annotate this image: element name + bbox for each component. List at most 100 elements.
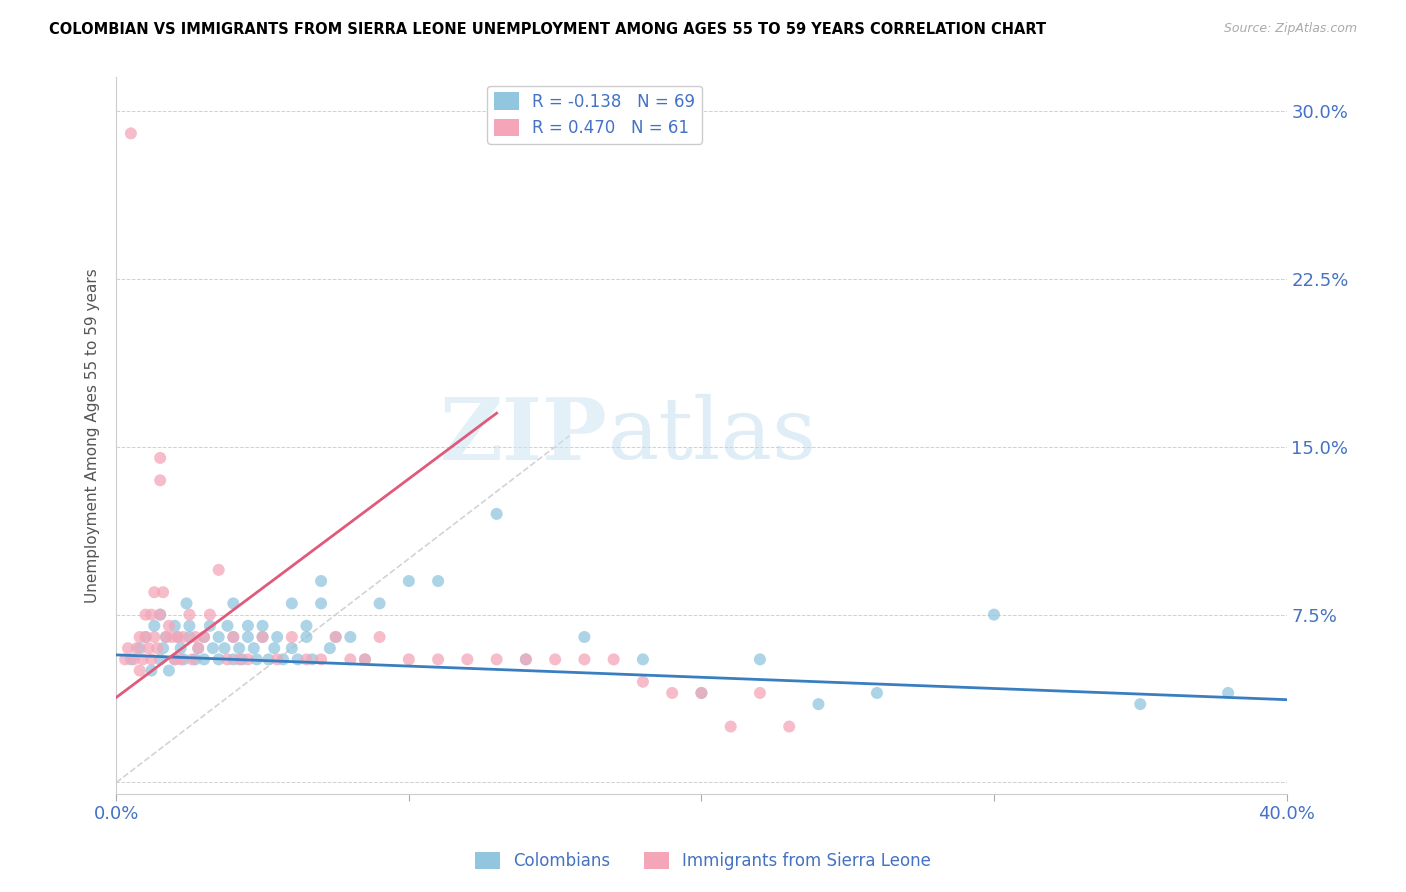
Point bbox=[217, 652, 239, 666]
Point bbox=[117, 641, 139, 656]
Point bbox=[114, 652, 136, 666]
Point bbox=[128, 664, 150, 678]
Point bbox=[152, 585, 174, 599]
Point bbox=[193, 652, 215, 666]
Point bbox=[149, 607, 172, 622]
Point bbox=[198, 619, 221, 633]
Point bbox=[228, 652, 250, 666]
Point bbox=[368, 630, 391, 644]
Point bbox=[166, 630, 188, 644]
Point bbox=[574, 652, 596, 666]
Point bbox=[631, 674, 654, 689]
Point bbox=[120, 652, 142, 666]
Point bbox=[287, 652, 309, 666]
Point bbox=[163, 652, 186, 666]
Point bbox=[201, 641, 224, 656]
Text: ZIP: ZIP bbox=[440, 393, 607, 477]
Point bbox=[354, 652, 377, 666]
Point bbox=[295, 630, 318, 644]
Point bbox=[427, 652, 450, 666]
Point bbox=[263, 641, 285, 656]
Point bbox=[222, 652, 245, 666]
Point bbox=[149, 450, 172, 465]
Point bbox=[131, 652, 153, 666]
Point bbox=[193, 630, 215, 644]
Point bbox=[295, 652, 318, 666]
Point bbox=[574, 630, 596, 644]
Point bbox=[160, 630, 183, 644]
Point bbox=[222, 630, 245, 644]
Point bbox=[208, 563, 231, 577]
Point bbox=[1216, 686, 1239, 700]
Point bbox=[661, 686, 683, 700]
Point bbox=[778, 719, 800, 733]
Point bbox=[138, 641, 160, 656]
Point bbox=[236, 619, 259, 633]
Text: Source: ZipAtlas.com: Source: ZipAtlas.com bbox=[1223, 22, 1357, 36]
Point bbox=[143, 619, 166, 633]
Point bbox=[301, 652, 323, 666]
Point bbox=[485, 507, 508, 521]
Point bbox=[339, 652, 361, 666]
Point bbox=[176, 596, 198, 610]
Point bbox=[125, 641, 148, 656]
Point bbox=[602, 652, 624, 666]
Point bbox=[169, 652, 191, 666]
Point bbox=[309, 596, 332, 610]
Point bbox=[193, 630, 215, 644]
Point bbox=[187, 641, 209, 656]
Text: COLOMBIAN VS IMMIGRANTS FROM SIERRA LEONE UNEMPLOYMENT AMONG AGES 55 TO 59 YEARS: COLOMBIAN VS IMMIGRANTS FROM SIERRA LEON… bbox=[49, 22, 1046, 37]
Point bbox=[515, 652, 537, 666]
Y-axis label: Unemployment Among Ages 55 to 59 years: Unemployment Among Ages 55 to 59 years bbox=[86, 268, 100, 603]
Point bbox=[128, 641, 150, 656]
Point bbox=[155, 630, 177, 644]
Point bbox=[456, 652, 478, 666]
Point bbox=[169, 641, 191, 656]
Point bbox=[749, 652, 772, 666]
Point bbox=[252, 619, 274, 633]
Point bbox=[295, 619, 318, 633]
Point bbox=[146, 641, 169, 656]
Point bbox=[1129, 697, 1152, 711]
Legend: R = -0.138   N = 69, R = 0.470   N = 61: R = -0.138 N = 69, R = 0.470 N = 61 bbox=[488, 86, 702, 144]
Point bbox=[515, 652, 537, 666]
Point bbox=[807, 697, 830, 711]
Point bbox=[163, 652, 186, 666]
Point bbox=[149, 473, 172, 487]
Point bbox=[339, 630, 361, 644]
Point bbox=[149, 607, 172, 622]
Point bbox=[181, 652, 204, 666]
Point bbox=[173, 630, 195, 644]
Point bbox=[222, 630, 245, 644]
Point bbox=[246, 652, 269, 666]
Point bbox=[135, 630, 157, 644]
Point bbox=[281, 596, 304, 610]
Point bbox=[266, 652, 288, 666]
Point bbox=[208, 652, 231, 666]
Point bbox=[214, 641, 236, 656]
Point bbox=[155, 630, 177, 644]
Point bbox=[157, 619, 180, 633]
Point bbox=[281, 630, 304, 644]
Point bbox=[163, 619, 186, 633]
Point bbox=[135, 630, 157, 644]
Point bbox=[236, 652, 259, 666]
Point bbox=[143, 630, 166, 644]
Point bbox=[631, 652, 654, 666]
Point bbox=[179, 607, 201, 622]
Point bbox=[157, 664, 180, 678]
Point bbox=[720, 719, 742, 733]
Point bbox=[179, 619, 201, 633]
Point bbox=[208, 630, 231, 644]
Point bbox=[368, 596, 391, 610]
Point bbox=[217, 619, 239, 633]
Point bbox=[187, 641, 209, 656]
Point bbox=[983, 607, 1005, 622]
Point bbox=[266, 630, 288, 644]
Point bbox=[128, 630, 150, 644]
Point bbox=[749, 686, 772, 700]
Text: atlas: atlas bbox=[607, 394, 817, 477]
Point bbox=[198, 607, 221, 622]
Point bbox=[184, 630, 207, 644]
Point bbox=[143, 585, 166, 599]
